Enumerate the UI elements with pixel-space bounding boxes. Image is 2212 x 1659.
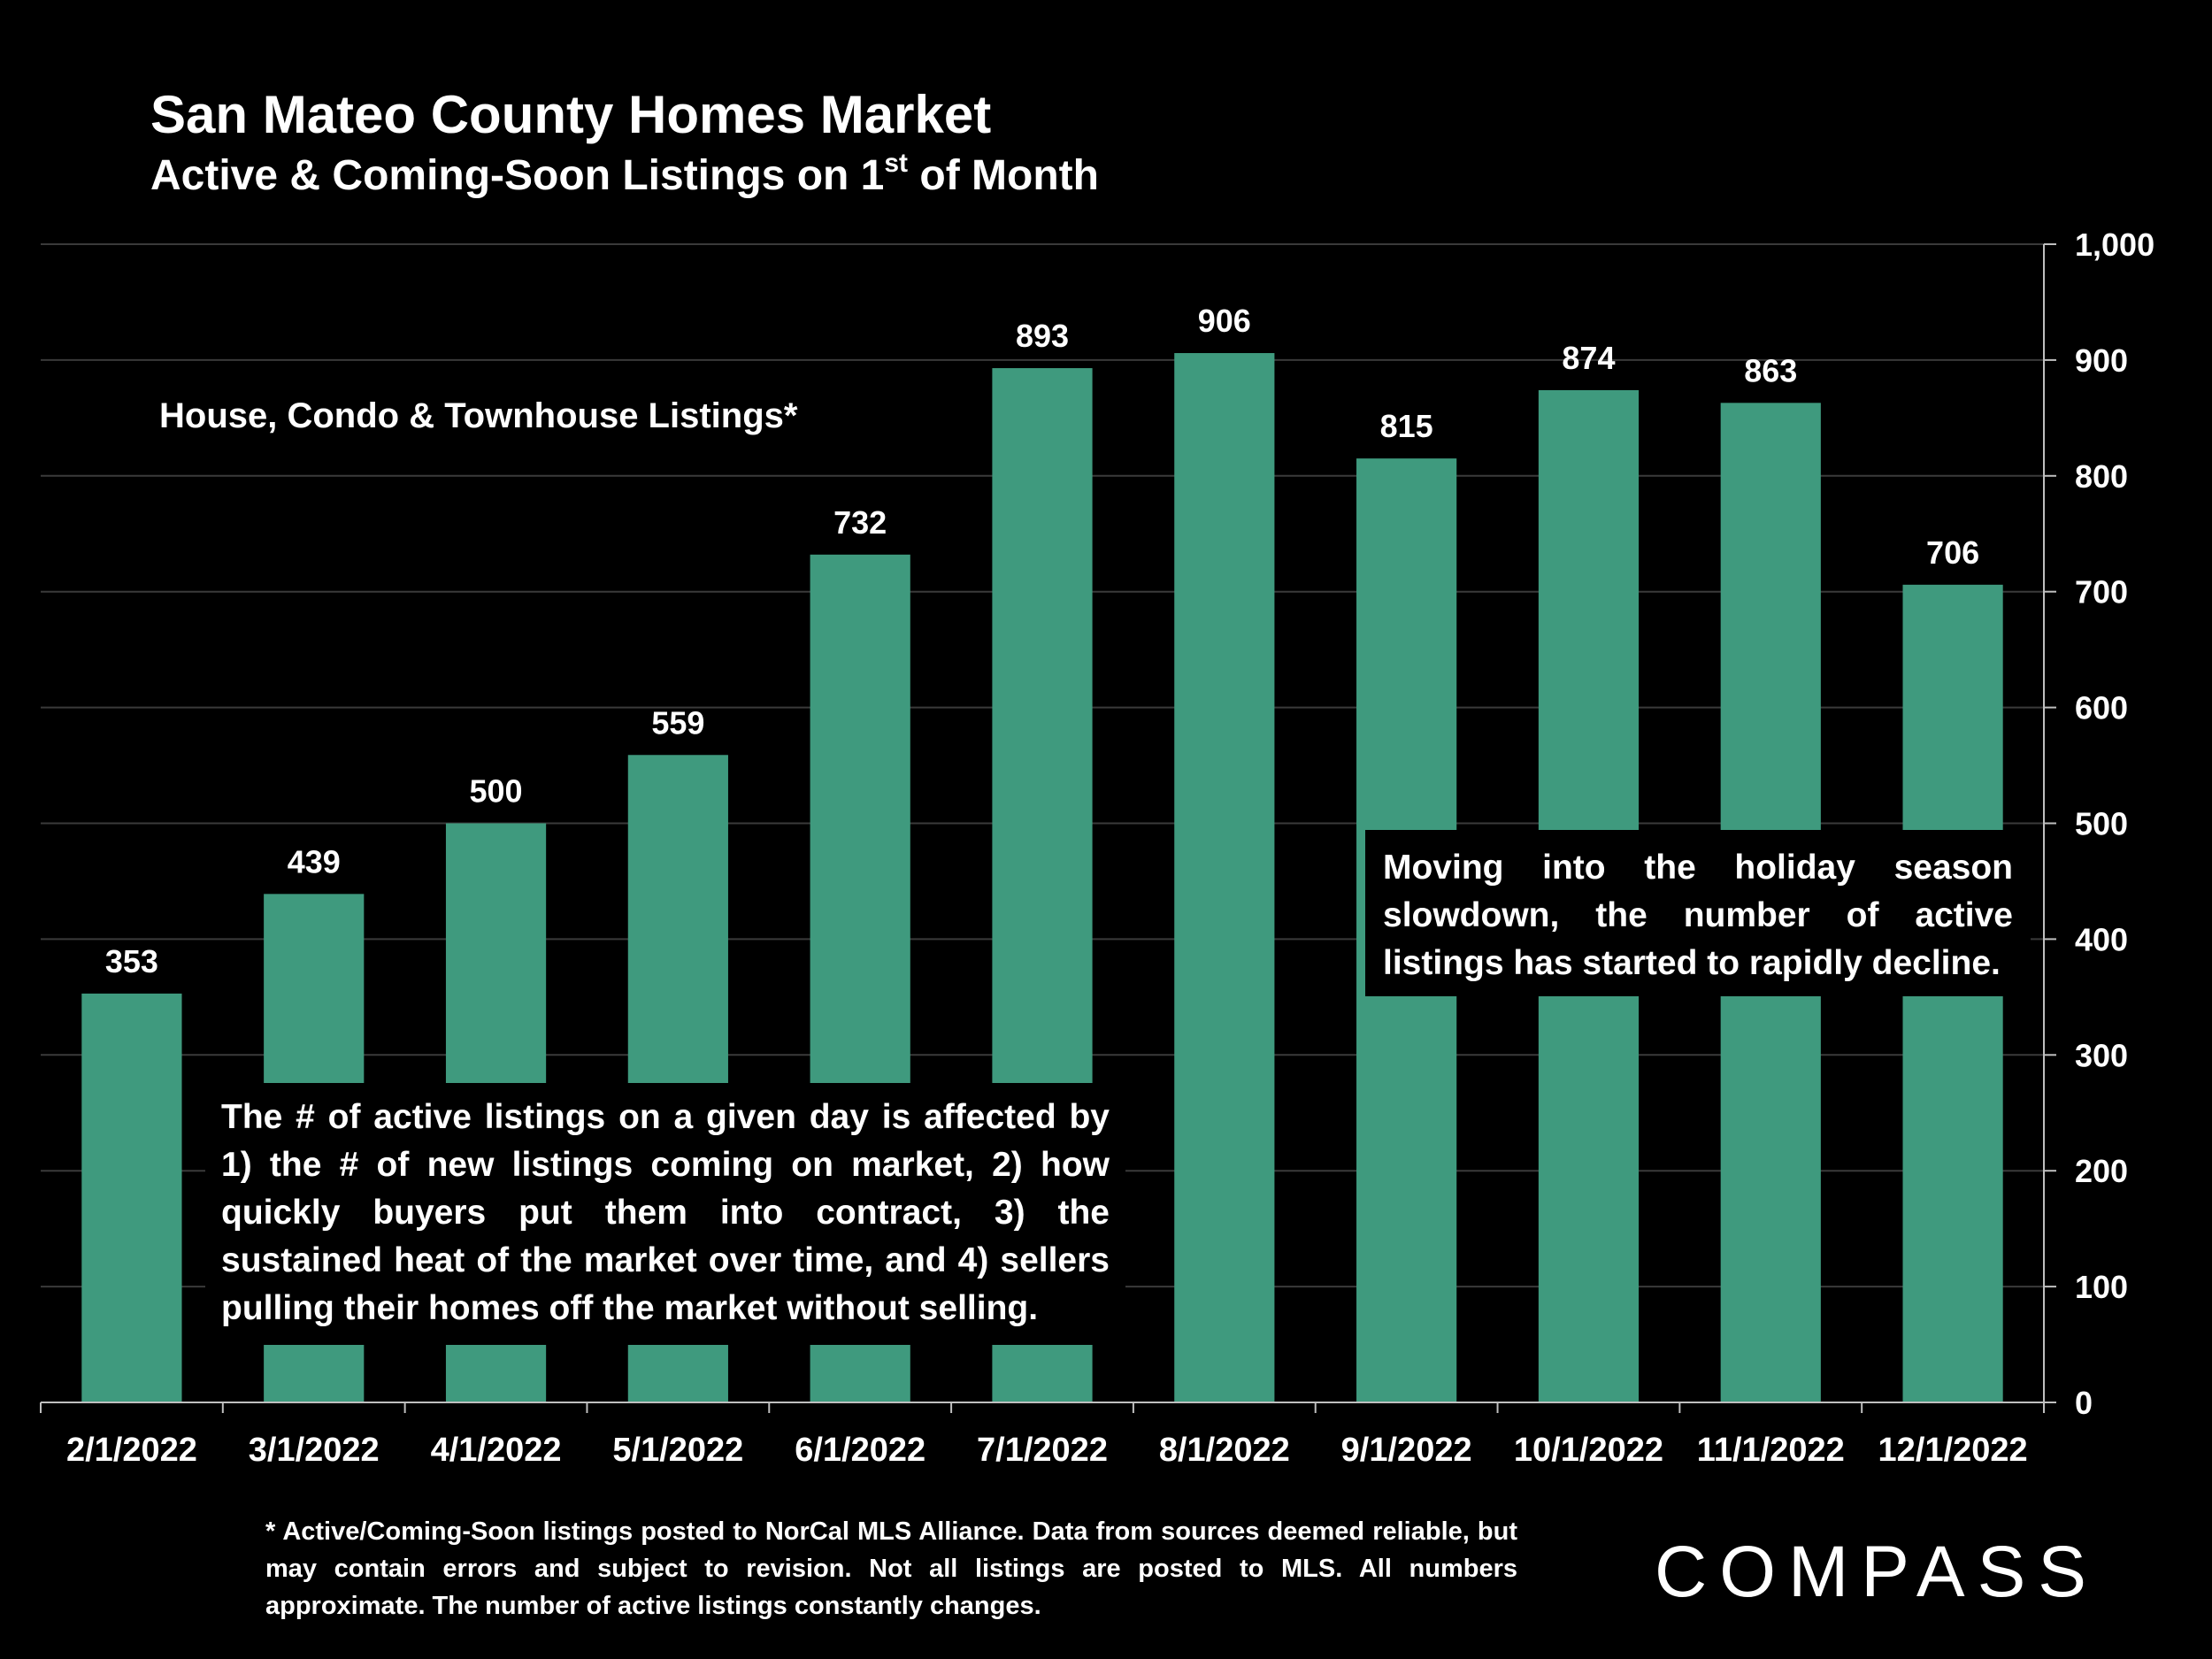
footnote: * Active/Coming-Soon listings posted to … bbox=[265, 1517, 1517, 1620]
x-tick-label: 5/1/2022 bbox=[612, 1432, 743, 1469]
listings-type-label: House, Condo & Townhouse Listings* bbox=[159, 396, 798, 435]
x-tick-label: 11/1/2022 bbox=[1697, 1432, 1845, 1469]
callout-holiday-slowdown: Moving into the holiday season slowdown,… bbox=[1365, 830, 2031, 996]
y-tick-label: 1,000 bbox=[2075, 227, 2154, 263]
y-tick-label: 300 bbox=[2075, 1037, 2128, 1073]
y-tick-label: 600 bbox=[2075, 690, 2128, 726]
data-label: 874 bbox=[1562, 340, 1615, 376]
data-label: 353 bbox=[105, 943, 158, 979]
chart-title: San Mateo County Homes Market bbox=[150, 85, 992, 144]
y-tick-label: 0 bbox=[2075, 1385, 2093, 1421]
data-label: 732 bbox=[833, 504, 887, 541]
chart-subtitle: Active & Coming-Soon Listings on 1st of … bbox=[150, 149, 1099, 200]
x-tick-label: 10/1/2022 bbox=[1514, 1432, 1663, 1469]
subtitle-tail: of Month bbox=[908, 152, 1099, 199]
data-label: 439 bbox=[288, 843, 341, 879]
data-label: 893 bbox=[1016, 318, 1069, 354]
data-label: 863 bbox=[1744, 352, 1797, 388]
y-tick-label: 200 bbox=[2075, 1153, 2128, 1189]
bar bbox=[81, 993, 182, 1402]
labels: 0 100 200 300 400 500 600 700 800 900 1,000 353 2/1/… bbox=[66, 227, 2154, 1469]
y-tick-label: 700 bbox=[2075, 574, 2128, 611]
x-tick-label: 9/1/2022 bbox=[1341, 1432, 1472, 1469]
x-tick-label: 8/1/2022 bbox=[1159, 1432, 1290, 1469]
data-label: 559 bbox=[651, 704, 704, 741]
data-label: 906 bbox=[1198, 303, 1251, 339]
y-tick-label: 400 bbox=[2075, 921, 2128, 957]
y-tick-label: 500 bbox=[2075, 806, 2128, 842]
x-tick-label: 7/1/2022 bbox=[977, 1432, 1108, 1469]
x-tick-label: 12/1/2022 bbox=[1878, 1432, 2028, 1469]
subtitle-superscript: st bbox=[884, 149, 909, 178]
subtitle-main: Active & Coming-Soon Listings on 1 bbox=[150, 152, 885, 199]
compass-logo: COMPASS bbox=[1655, 1532, 2099, 1612]
data-label: 815 bbox=[1380, 408, 1433, 444]
x-tick-label: 2/1/2022 bbox=[66, 1432, 197, 1469]
x-tick-label: 6/1/2022 bbox=[795, 1432, 926, 1469]
y-tick-label: 800 bbox=[2075, 458, 2128, 495]
y-tick-label: 900 bbox=[2075, 342, 2128, 379]
callout-factors: The # of active listings on a given day … bbox=[205, 1083, 1125, 1345]
data-label: 500 bbox=[470, 773, 523, 810]
x-tick-label: 3/1/2022 bbox=[249, 1432, 380, 1469]
data-label: 706 bbox=[1926, 534, 1979, 571]
bar bbox=[1174, 353, 1275, 1402]
y-tick-label: 100 bbox=[2075, 1269, 2128, 1305]
x-tick-label: 4/1/2022 bbox=[431, 1432, 562, 1469]
axes bbox=[40, 243, 2056, 1413]
